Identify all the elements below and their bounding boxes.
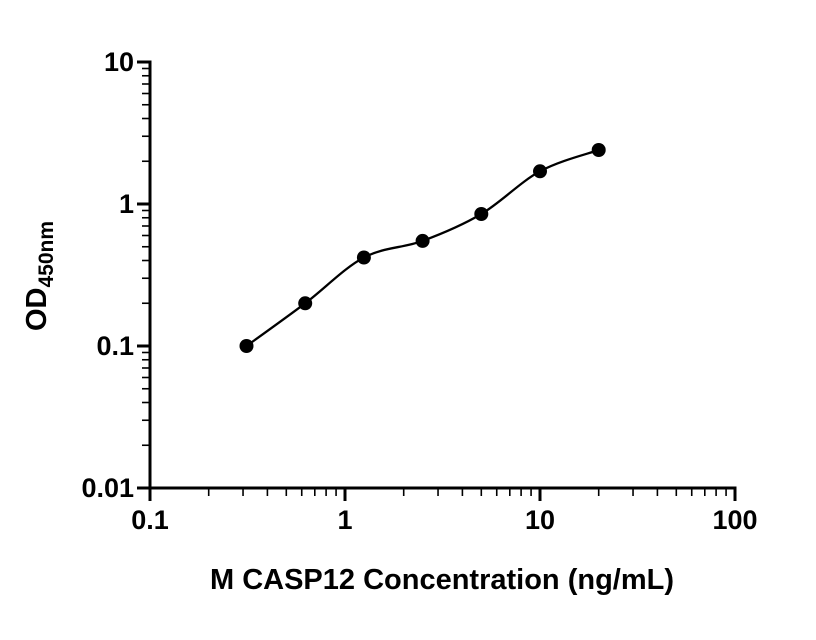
fit-curve	[245, 148, 600, 347]
y-tick-label: 10	[104, 47, 134, 77]
data-point	[591, 143, 606, 157]
data-point	[474, 207, 489, 221]
data-point	[298, 296, 313, 311]
y-tick-label: 0.1	[96, 331, 134, 361]
data-point	[356, 250, 371, 265]
y-axis-title: OD450nm	[21, 221, 58, 331]
data-point	[239, 339, 254, 353]
y-axis-title-base: OD	[21, 288, 53, 332]
data-point	[533, 164, 547, 179]
x-axis-title: M CASP12 Concentration (ng/mL)	[210, 564, 674, 596]
data-point	[415, 233, 430, 248]
y-tick-label: 0.01	[81, 473, 134, 503]
y-axis-title-sub: 450nm	[35, 221, 58, 288]
x-tick-label: 100	[712, 505, 757, 535]
y-tick-label: 1	[119, 189, 134, 219]
x-tick-label: 10	[525, 505, 555, 535]
x-tick-label: 1	[337, 505, 352, 535]
x-tick-label: 0.1	[131, 505, 169, 535]
